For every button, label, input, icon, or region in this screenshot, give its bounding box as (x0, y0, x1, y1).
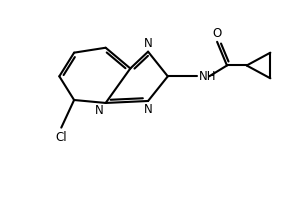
Text: N: N (95, 104, 104, 117)
Text: N: N (144, 37, 152, 50)
Text: N: N (144, 103, 152, 116)
Text: Cl: Cl (55, 131, 67, 144)
Text: O: O (212, 27, 222, 40)
Text: NH: NH (199, 70, 217, 83)
